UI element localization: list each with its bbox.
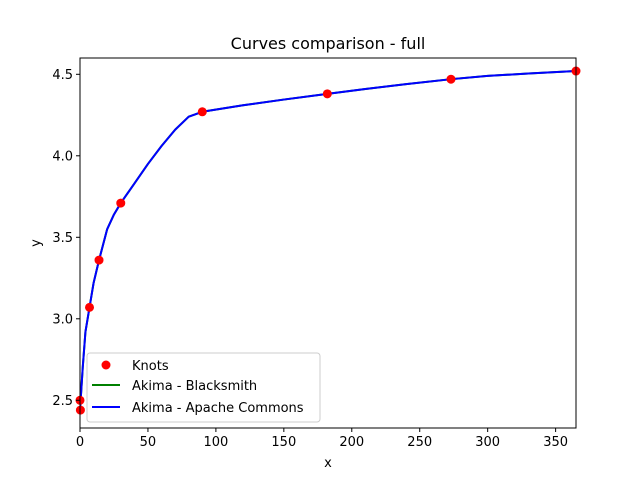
series-line-1 — [80, 70, 576, 411]
legend-blacksmith-label: Akima - Blacksmith — [132, 379, 257, 394]
y-tick-label: 2.5 — [52, 394, 73, 409]
chart-title: Curves comparison - full — [231, 34, 426, 53]
y-tick-label: 4.0 — [52, 149, 73, 164]
x-axis-label: x — [324, 456, 332, 471]
legend-box — [86, 352, 321, 423]
knot-point — [322, 89, 332, 99]
knot-point — [197, 107, 207, 117]
legend: Knots Akima - Blacksmith Akima - Apache … — [86, 352, 321, 423]
x-tick-label: 100 — [203, 435, 228, 450]
x-tick-label: 200 — [339, 435, 364, 450]
legend-knots-label: Knots — [132, 359, 169, 374]
legend-apache-label: Akima - Apache Commons — [132, 401, 304, 416]
y-tick-label: 4.5 — [52, 68, 73, 83]
x-tick-label: 50 — [140, 435, 157, 450]
x-tick-label: 0 — [76, 435, 84, 450]
x-tick-label: 350 — [543, 435, 568, 450]
y-axis-label: y — [29, 239, 44, 247]
y-tick-label: 3.5 — [52, 231, 73, 246]
axes-frame — [79, 57, 577, 429]
y-axis: 2.5 3.0 3.5 4.0 4.5 — [52, 68, 80, 409]
series-layer — [80, 70, 576, 411]
x-tick-label: 250 — [407, 435, 432, 450]
knot-point — [85, 302, 95, 312]
knot-point — [116, 198, 126, 208]
x-tick-label: 150 — [271, 435, 296, 450]
y-tick-label: 3.0 — [52, 312, 73, 327]
legend-knots-marker — [101, 360, 111, 370]
x-tick-label: 300 — [475, 435, 500, 450]
x-axis: 0 50 100 150 200 250 300 350 — [76, 428, 568, 450]
knot-point — [94, 255, 104, 265]
knot-point — [446, 74, 456, 84]
